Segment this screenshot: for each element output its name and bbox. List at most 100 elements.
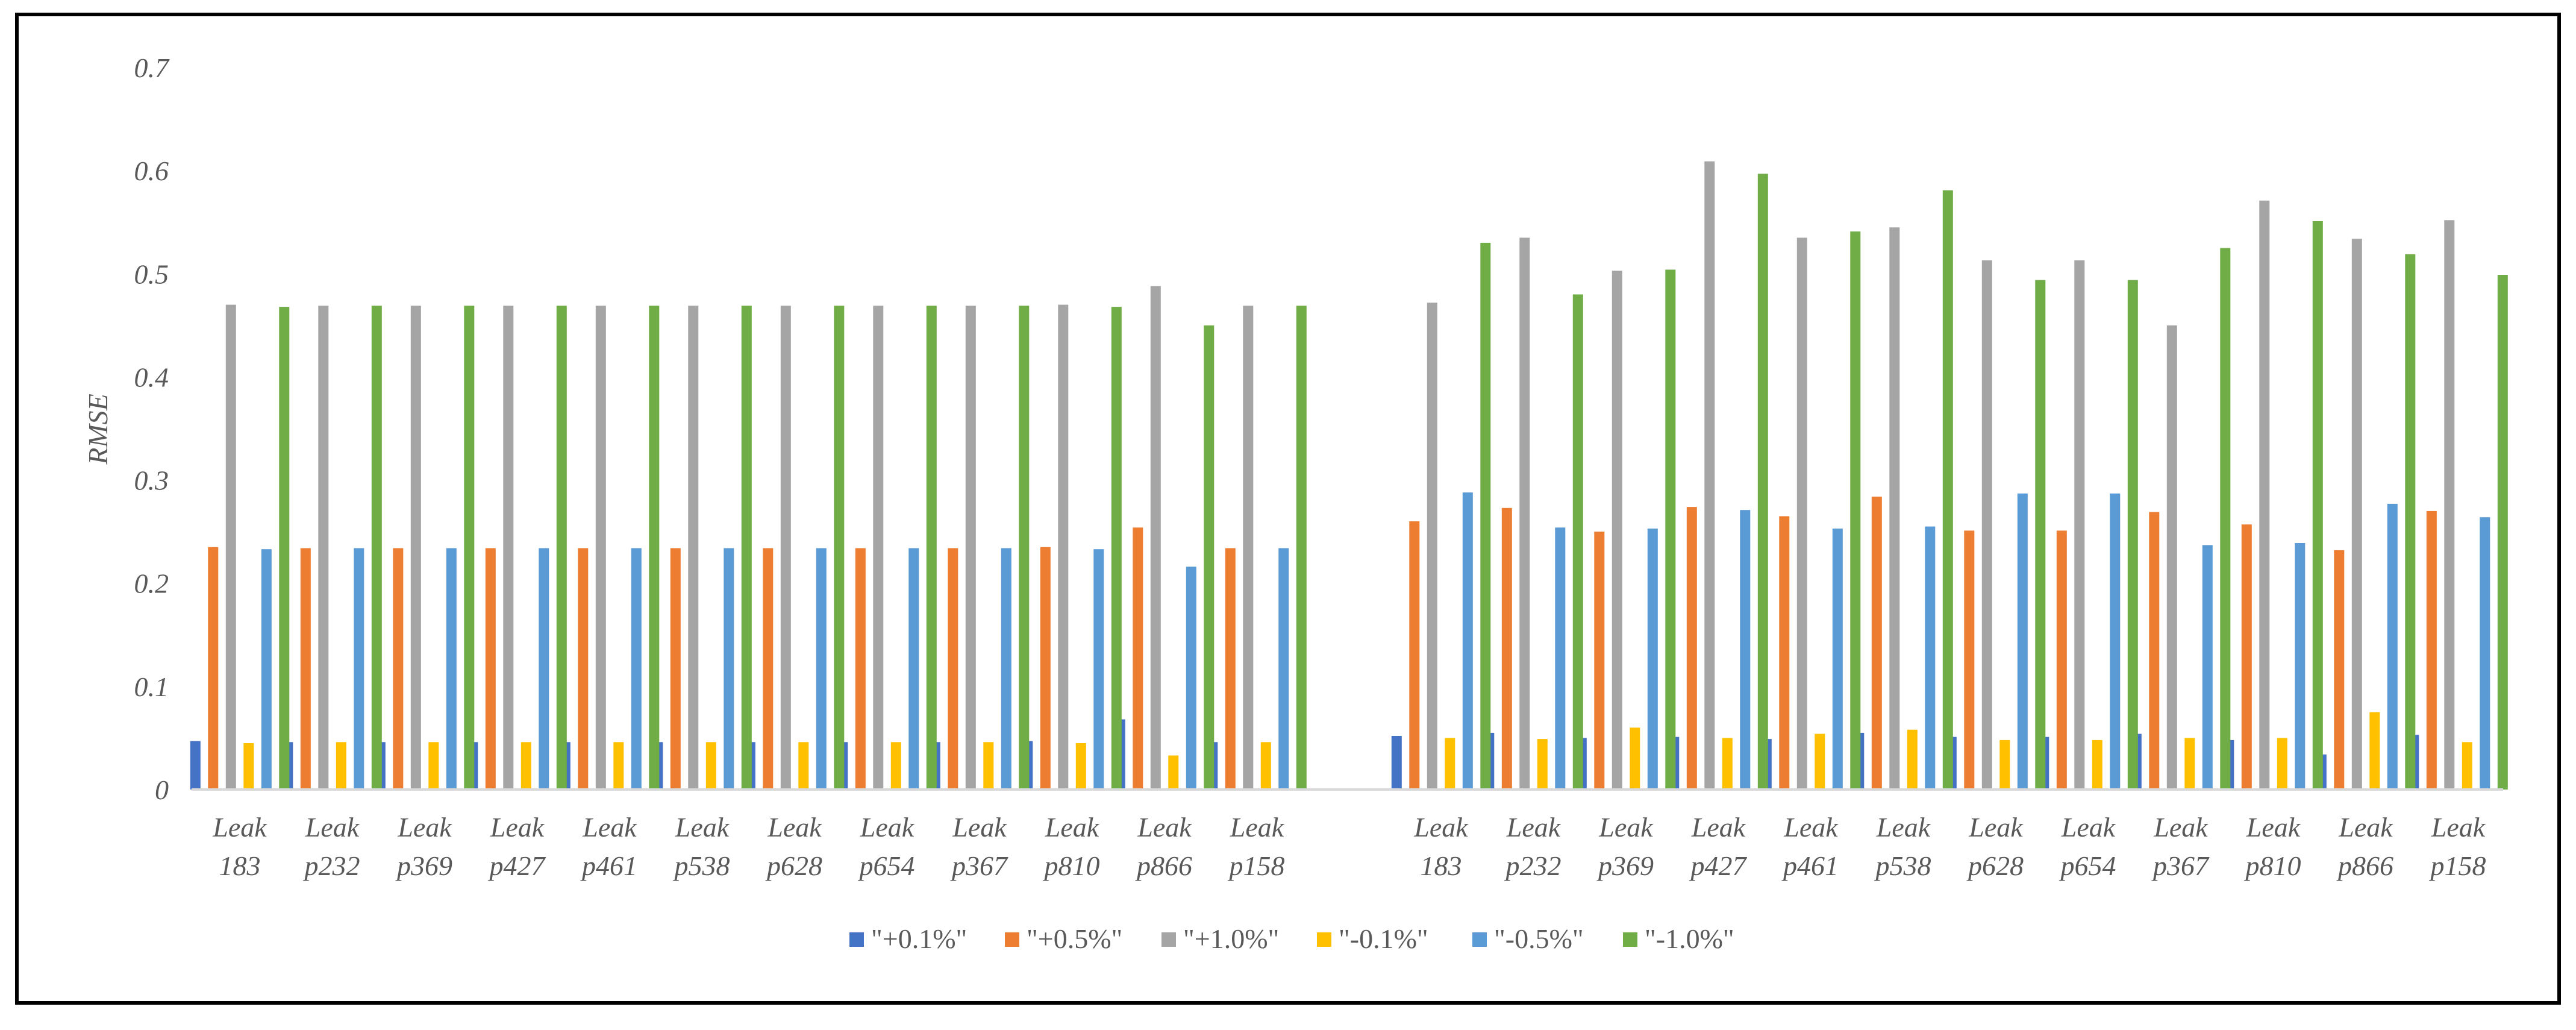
bar-series-2-cat-21 (2259, 200, 2270, 790)
bar-series-3-cat-0 (243, 743, 254, 790)
bar-series-2-cat-0 (225, 304, 236, 790)
bar-series-4-cat-18 (2017, 493, 2028, 790)
legend-label: "-1.0%" (1645, 923, 1734, 954)
bar-series-2-cat-19 (2074, 260, 2085, 790)
x-tick-label: Leak (305, 812, 360, 843)
x-tick-label: p628 (1966, 850, 2024, 881)
x-tick-label: Leak (2338, 812, 2393, 843)
bar-series-1-cat-8 (948, 548, 958, 790)
legend-swatch (1317, 932, 1331, 947)
bar-series-3-cat-17 (1907, 729, 1918, 790)
y-tick-label: 0.6 (134, 155, 169, 186)
bar-series-5-cat-14 (1665, 269, 1676, 790)
x-tick-label: Leak (767, 812, 822, 843)
bar-series-5-cat-0 (279, 307, 290, 790)
x-tick-label: Leak (582, 812, 637, 843)
bar-series-1-cat-16 (1779, 516, 1790, 790)
bar-series-5-cat-5 (741, 306, 752, 790)
bar-series-5-cat-3 (556, 306, 567, 790)
y-tick-label: 0.4 (134, 362, 169, 392)
x-tick-label: p232 (303, 850, 360, 881)
bar-series-1-cat-19 (2056, 530, 2067, 790)
x-tick-label: p369 (1596, 850, 1654, 881)
y-axis-ticks: 0 0.1 0.2 0.3 0.4 0.5 0.6 0.7 (134, 52, 170, 805)
x-tick-label: 183 (219, 850, 261, 881)
bar-series-2-cat-16 (1796, 237, 1807, 790)
bar-series-3-cat-5 (705, 742, 716, 790)
x-tick-label: p628 (765, 850, 822, 881)
bar-series-4-cat-2 (446, 548, 457, 790)
bar-series-1-cat-20 (2149, 512, 2160, 790)
bar-series-5-cat-13 (1572, 294, 1583, 790)
bar-series-5-cat-9 (1111, 307, 1122, 790)
bar-series-4-cat-21 (2295, 543, 2306, 790)
bar-series-5-cat-11 (1296, 306, 1307, 790)
x-tick-label: p866 (2336, 850, 2393, 881)
y-tick-label: 0.3 (134, 465, 169, 496)
bar-series-5-cat-15 (1757, 174, 1768, 790)
bar-series-3-cat-15 (1722, 738, 1733, 790)
x-tick-label: Leak (1506, 812, 1562, 843)
bar-series-4-cat-10 (1186, 567, 1196, 790)
bar-series-2-cat-7 (873, 306, 884, 790)
bar-series-4-cat-6 (816, 548, 827, 790)
bar-series-3-cat-1 (336, 742, 346, 790)
bar-series-5-cat-4 (649, 306, 660, 790)
x-tick-label: p427 (488, 850, 546, 881)
legend-label: "-0.5%" (1494, 923, 1584, 954)
x-tick-label: Leak (490, 812, 545, 843)
bar-series-1-cat-6 (763, 548, 774, 790)
bar-series-4-cat-11 (1278, 548, 1289, 790)
bar-series-3-cat-14 (1630, 727, 1640, 790)
bar-series-5-cat-21 (2312, 221, 2323, 790)
bar-series-1-cat-11 (1225, 548, 1236, 790)
x-axis-labels: Leak 183 Leak p232 Leak p369 Leak p427 Leak p461 L… (212, 812, 2486, 881)
x-tick-label: p810 (2244, 850, 2301, 881)
x-tick-label: p369 (395, 850, 452, 881)
bar-series-1-cat-15 (1686, 507, 1697, 790)
bar-series-5-cat-7 (926, 306, 937, 790)
legend-swatch (849, 932, 864, 947)
x-tick-label: p866 (1135, 850, 1192, 881)
bar-series-2-cat-5 (688, 306, 699, 790)
bar-series-4-cat-17 (1925, 526, 1936, 790)
bar-series-3-cat-9 (1075, 743, 1086, 790)
x-tick-label: Leak (1230, 812, 1285, 843)
bar-series-2-cat-18 (1981, 260, 1992, 790)
bar-series-1-cat-0 (208, 547, 219, 790)
x-tick-label: p158 (1228, 850, 1285, 881)
x-tick-label: p538 (1874, 850, 1931, 881)
x-tick-label: p367 (950, 850, 1008, 881)
bar-series-5-cat-1 (371, 306, 382, 790)
x-tick-label: Leak (1783, 812, 1839, 843)
bar-series-3-cat-6 (798, 742, 809, 790)
x-tick-label: Leak (1137, 812, 1192, 843)
bar-series-5-cat-23 (2497, 275, 2508, 790)
bar-series-3-cat-2 (428, 742, 439, 790)
bar-series-4-cat-22 (2387, 503, 2398, 790)
bar-series-4-cat-3 (539, 548, 549, 790)
bar-series-3-cat-13 (1537, 739, 1548, 790)
x-tick-label: p654 (2059, 850, 2116, 881)
bars (190, 161, 2508, 790)
bar-series-3-cat-23 (2462, 742, 2472, 790)
legend: "+0.1%" "+0.5%" "+1.0%" "-0.1%" "-0.5%" "-1.0… (849, 923, 1734, 954)
bar-series-5-cat-18 (2035, 280, 2046, 790)
bar-series-2-cat-15 (1704, 161, 1715, 790)
bar-series-1-cat-22 (2334, 550, 2345, 790)
x-tick-label: Leak (1045, 812, 1100, 843)
legend-swatch (1005, 932, 1019, 947)
bar-series-4-cat-14 (1647, 529, 1658, 790)
x-tick-label: Leak (2246, 812, 2301, 843)
bar-series-2-cat-17 (1889, 227, 1900, 790)
x-tick-label: Leak (675, 812, 730, 843)
x-tick-label: p654 (858, 850, 915, 881)
bar-series-5-cat-16 (1850, 231, 1861, 790)
bar-series-4-cat-12 (1462, 492, 1473, 790)
bar-series-2-cat-23 (2444, 220, 2455, 790)
bar-series-2-cat-3 (503, 306, 514, 790)
bar-series-3-cat-4 (613, 742, 624, 790)
x-tick-label: Leak (1691, 812, 1746, 843)
